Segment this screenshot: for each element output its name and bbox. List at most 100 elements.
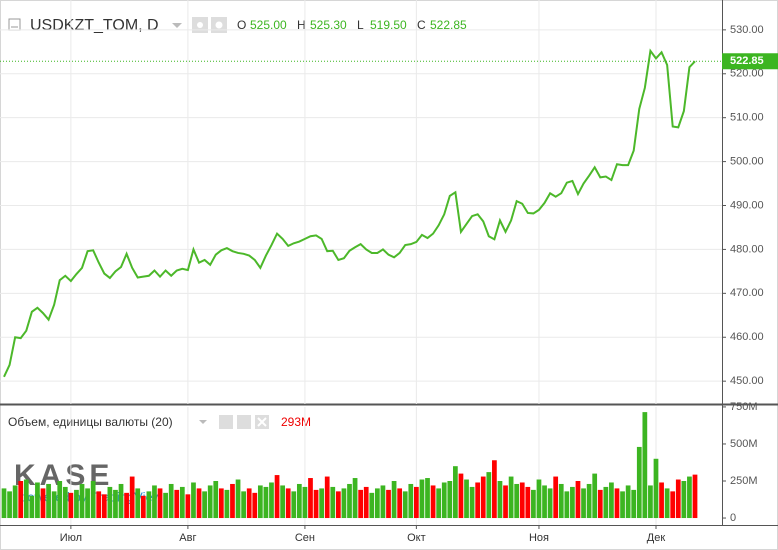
- volume-bar: [564, 491, 570, 519]
- volume-bar: [107, 486, 113, 519]
- volume-bar: [23, 479, 29, 519]
- volume-bar: [636, 446, 642, 519]
- settings-icon[interactable]: [237, 415, 251, 429]
- volume-bar: [308, 478, 313, 519]
- y-tick-label: 250M: [730, 475, 758, 487]
- volume-bar: [241, 491, 246, 519]
- price-line: [3, 48, 696, 378]
- volume-bar: [302, 486, 308, 519]
- settings-icon-gear: [215, 21, 223, 29]
- volume-bar: [96, 491, 102, 519]
- volume-bar: [603, 486, 609, 519]
- volume-bar: [57, 481, 63, 519]
- volume-bar: [380, 485, 386, 519]
- volume-bar: [62, 486, 68, 519]
- volume-bar: [157, 488, 163, 519]
- volume-bar: [347, 483, 352, 519]
- volume-bar: [129, 476, 135, 519]
- volume-bar: [146, 491, 152, 519]
- volume-bar: [648, 485, 653, 519]
- volume-bar: [581, 488, 586, 519]
- volume-bar: [140, 495, 146, 519]
- volume-bar: [118, 483, 124, 519]
- volume-bar: [620, 491, 625, 519]
- volume-bar: [670, 491, 676, 519]
- volume-bar: [570, 486, 575, 519]
- volume-bar: [397, 488, 403, 519]
- volume-bar: [386, 489, 391, 519]
- eye-icon[interactable]: [219, 415, 233, 429]
- y-tick-label: 450.00: [730, 375, 764, 387]
- volume-bar: [179, 486, 185, 519]
- volume-bar: [391, 481, 397, 519]
- volume-bar: [35, 482, 40, 519]
- volume-bar: [480, 476, 486, 519]
- volume-bar: [163, 492, 168, 519]
- y-tick-label: 470.00: [730, 287, 764, 299]
- ohlc-key: L: [357, 18, 364, 32]
- volume-bar: [681, 481, 687, 519]
- volume-bar: [168, 483, 174, 519]
- y-tick-label: 490.00: [730, 199, 764, 211]
- ohlc-key: H: [297, 18, 306, 32]
- volume-bar: [441, 482, 447, 519]
- volume-bar: [659, 482, 664, 519]
- volume-bar: [597, 489, 603, 519]
- ohlc-value: 522.85: [430, 18, 467, 32]
- volume-bar: [419, 479, 425, 519]
- volume-bar: [414, 486, 419, 519]
- volume-bar: [687, 476, 692, 519]
- volume-bar: [330, 486, 336, 519]
- y-tick-label: 500.00: [730, 156, 764, 168]
- volume-bar: [586, 483, 592, 519]
- volume-bar: [631, 489, 637, 519]
- volume-bar: [503, 485, 508, 519]
- dropdown-arrow[interactable]: [172, 23, 182, 28]
- x-tick-label: Ноя: [529, 532, 549, 544]
- last-price-label: 522.85: [730, 55, 764, 67]
- volume-bar: [542, 485, 547, 519]
- volume-bar: [7, 491, 12, 519]
- y-tick-label: 480.00: [730, 243, 764, 255]
- volume-bar: [341, 488, 347, 519]
- volume-last: 293M: [281, 415, 311, 429]
- volume-bar: [592, 473, 598, 519]
- volume-bar: [475, 482, 481, 519]
- volume-bar: [29, 495, 35, 519]
- volume-bar: [79, 483, 85, 519]
- volume-bar: [224, 489, 230, 519]
- ohlc-value: 525.30: [310, 18, 347, 32]
- volume-bar: [464, 479, 469, 519]
- volume-bar: [74, 489, 79, 519]
- volume-bar: [152, 485, 157, 519]
- volume-bar: [174, 489, 180, 519]
- volume-bar: [408, 483, 414, 519]
- volume-bar: [609, 482, 614, 519]
- volume-bar: [285, 488, 291, 519]
- volume-bar: [514, 483, 520, 519]
- y-tick-label: 510.00: [730, 112, 764, 124]
- x-tick-label: Сен: [295, 532, 315, 544]
- volume-bar: [469, 486, 475, 519]
- volume-bar: [436, 488, 442, 519]
- volume-bar: [246, 488, 252, 519]
- volume-bar: [207, 485, 213, 519]
- volume-bar: [235, 479, 241, 519]
- volume-bar: [124, 492, 129, 519]
- volume-bar: [85, 488, 90, 519]
- volume-bar: [558, 483, 564, 519]
- volume-bar: [525, 486, 531, 519]
- volume-bar: [458, 473, 464, 519]
- volume-bar: [324, 476, 330, 519]
- volume-bar: [625, 485, 631, 519]
- volume-bar: [40, 488, 46, 519]
- volume-bar: [447, 481, 453, 519]
- volume-bar: [519, 482, 525, 519]
- volume-bar: [369, 492, 375, 519]
- y-tick-label: 460.00: [730, 331, 764, 343]
- dropdown-arrow[interactable]: [199, 420, 207, 424]
- x-tick-label: Июл: [60, 532, 82, 544]
- y-tick-label: 530.00: [730, 24, 764, 36]
- volume-bar: [536, 479, 542, 519]
